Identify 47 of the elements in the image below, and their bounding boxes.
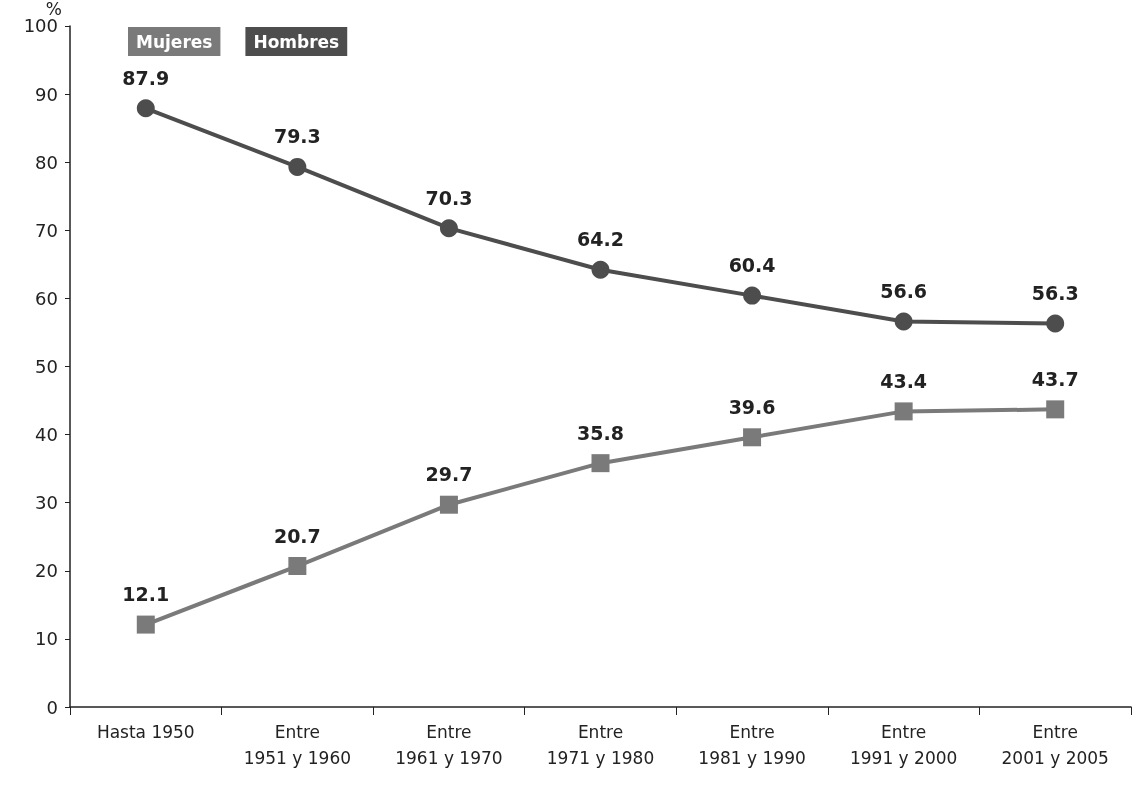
text: Mujeres xyxy=(136,31,213,52)
point xyxy=(288,157,307,176)
y-tick-label: 20 xyxy=(35,560,58,582)
x-tick-label: Entre 1971 y 1980 xyxy=(546,722,655,768)
point xyxy=(591,260,610,279)
point xyxy=(1046,314,1065,333)
data-label: 70.3 xyxy=(425,186,473,209)
y-tick-label: 60 xyxy=(35,287,58,309)
point xyxy=(591,454,610,473)
point xyxy=(439,495,458,514)
y-tick-label: 10 xyxy=(35,628,58,650)
data-label: 79.3 xyxy=(273,125,321,148)
text: Hombres xyxy=(253,31,340,52)
x-tick-label: Hasta 1950 xyxy=(96,722,195,742)
y-tick-label: 50 xyxy=(35,355,58,377)
data-label: 39.6 xyxy=(728,395,776,418)
data-label: 64.2 xyxy=(577,228,624,251)
point xyxy=(894,402,913,421)
x-tick-label: Entre 1991 y 2000 xyxy=(849,722,958,768)
y-tick-label: 40 xyxy=(35,424,58,446)
data-label: 29.7 xyxy=(425,463,473,486)
x-tick-label: Entre 1981 y 1990 xyxy=(698,722,806,768)
data-label: 35.8 xyxy=(577,421,624,444)
y-tick-label: 30 xyxy=(35,492,58,514)
y-tick-label: 70 xyxy=(35,219,58,241)
x-tick-label: Entre 1961 y 1970 xyxy=(395,722,503,768)
point xyxy=(743,428,762,447)
data-label: 43.4 xyxy=(880,369,928,392)
x-tick-label: Entre 2001 y 2005 xyxy=(1001,722,1109,768)
point xyxy=(1046,400,1065,419)
point xyxy=(136,99,155,118)
y-tick-label: 90 xyxy=(35,83,58,105)
data-label: 20.7 xyxy=(273,524,321,547)
data-label: 87.9 xyxy=(122,66,170,89)
y-tick-label: 0 xyxy=(46,696,58,718)
point xyxy=(743,286,762,305)
data-label: 12.1 xyxy=(122,583,170,606)
data-label: 43.7 xyxy=(1031,367,1079,390)
point xyxy=(439,219,458,238)
y-tick-label: 80 xyxy=(35,151,58,173)
x-tick-label: Entre 1951 y 1960 xyxy=(243,722,352,768)
data-label: 56.6 xyxy=(880,280,928,302)
point xyxy=(894,312,913,331)
point xyxy=(288,557,307,576)
data-label: 56.3 xyxy=(1031,282,1079,305)
point xyxy=(136,615,155,634)
data-label: 60.4 xyxy=(728,254,776,277)
